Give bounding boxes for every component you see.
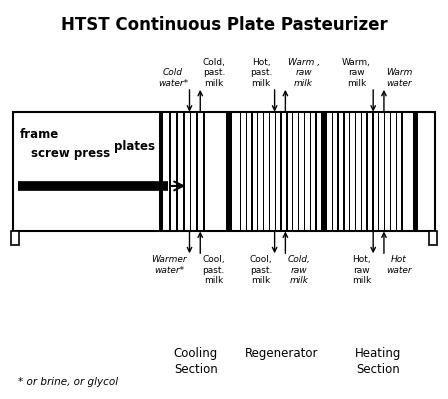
Text: HTST Continuous Plate Pasteurizer: HTST Continuous Plate Pasteurizer [60,16,388,34]
Bar [310,112,311,231]
Bar [349,112,350,231]
Bar [413,112,418,231]
Bar [275,112,276,231]
Text: frame: frame [20,128,60,141]
Bar [304,112,305,231]
Text: Warmer
water*: Warmer water* [151,255,187,275]
Bar [366,112,368,231]
Bar [246,112,247,231]
Text: Cold,
raw
milk: Cold, raw milk [288,255,310,285]
Bar [263,112,264,231]
Text: Warm
water: Warm water [386,68,413,88]
Bar [372,112,374,231]
Bar [298,112,299,231]
Bar [240,112,241,231]
Text: Cold
water*: Cold water* [158,68,188,88]
Bar [190,112,191,231]
Text: Heating
Section: Heating Section [355,347,402,376]
Text: plates: plates [113,140,155,153]
Text: screw press: screw press [31,147,111,160]
Text: Warm ,
raw
milk: Warm , raw milk [288,58,320,88]
Text: Regenerator: Regenerator [245,347,318,360]
Bar [11,231,19,245]
Text: Cool,
past.
milk: Cool, past. milk [250,255,272,285]
Bar [176,112,178,231]
Bar [361,112,362,231]
Bar [384,112,385,231]
Text: * or brine, or glycol: * or brine, or glycol [18,377,118,387]
Bar [269,112,270,231]
Bar [203,112,205,231]
Bar [401,112,403,231]
Bar [390,112,391,231]
Bar [169,112,171,231]
Bar [196,112,198,231]
Bar [286,112,288,231]
Bar [396,112,397,231]
Bar [13,112,435,231]
Text: Warm,
raw
milk: Warm, raw milk [342,58,371,88]
Bar [337,112,339,231]
Bar [355,112,356,231]
Bar [315,112,317,231]
Bar [257,112,258,231]
Bar [292,112,293,231]
Bar [226,112,232,231]
Text: Hot
water: Hot water [386,255,412,275]
Bar [280,112,282,231]
Bar [332,112,333,231]
Text: Cooling
Section: Cooling Section [174,347,218,376]
Bar [183,112,185,231]
Bar [429,231,437,245]
Bar [378,112,379,231]
Text: Cool,
past.
milk: Cool, past. milk [202,255,225,285]
Text: Hot,
past.
milk: Hot, past. milk [250,58,272,88]
Bar [251,112,253,231]
Bar [159,112,163,231]
Text: Cold,
past.
milk: Cold, past. milk [202,58,225,88]
Bar [343,112,345,231]
Text: Hot,
raw
milk: Hot, raw milk [352,255,371,285]
Bar [321,112,327,231]
